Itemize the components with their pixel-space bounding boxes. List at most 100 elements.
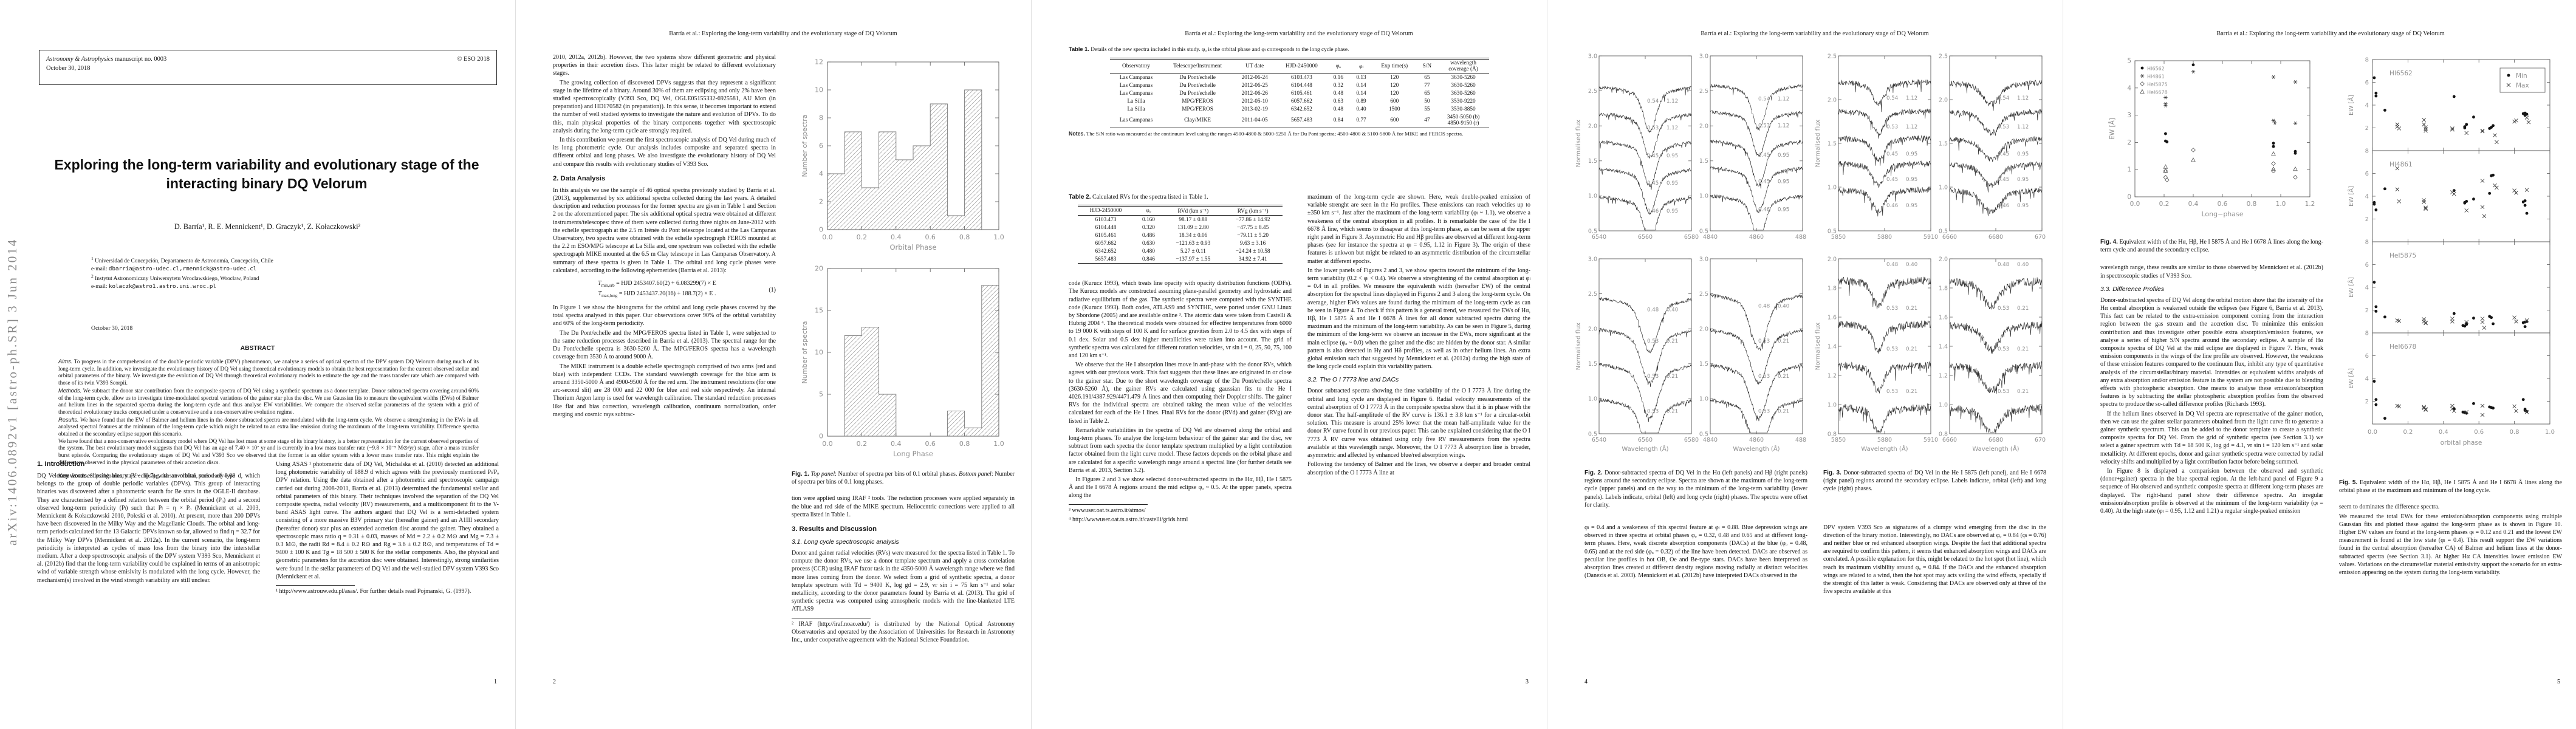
table-cell: 0.160 [1142, 216, 1155, 223]
table-cell: MPG/FEROS [1182, 106, 1213, 113]
table-cell: 2012-06-24 [1241, 75, 1268, 81]
table-cell: 0.630 [1142, 240, 1155, 247]
svg-text:0.5: 0.5 [1699, 431, 1708, 437]
table-cell: 0.40 [1356, 106, 1366, 113]
svg-text:0.8: 0.8 [1939, 431, 1948, 437]
paragraph: Donor-substracted spectra of DQ Vel alon… [2100, 296, 2323, 408]
table-cell: 65 [1424, 91, 1430, 97]
svg-text:0.21: 0.21 [1906, 346, 1917, 352]
table-cell: 98.17 ± 0.88 [1179, 216, 1208, 223]
svg-text:1.8: 1.8 [1828, 285, 1837, 292]
table-row: Las Campanas Du Pont/echelle 2012-06-26 610… [1110, 90, 1488, 98]
svg-text:0.53: 0.53 [1647, 125, 1659, 131]
svg-text:0.40: 0.40 [1906, 262, 1917, 268]
table-cell: Du Pont/echelle [1179, 91, 1216, 97]
table-cell: 0.32 [1333, 83, 1343, 89]
svg-text:0.8: 0.8 [1828, 431, 1837, 437]
svg-text:5910: 5910 [1923, 437, 1938, 443]
paragraph: code (Kurucz 1993), which treats line op… [1069, 280, 1292, 360]
svg-text:4: 4 [2365, 376, 2368, 383]
svg-text:0.53: 0.53 [1647, 374, 1659, 380]
svg-text:0.5: 0.5 [1939, 228, 1948, 234]
svg-text:6660: 6660 [1942, 437, 1957, 443]
table-cell: 34.92 ± 7.41 [1238, 256, 1267, 262]
svg-text:0.21: 0.21 [2017, 389, 2029, 395]
svg-text:3.0: 3.0 [1588, 53, 1597, 60]
svg-text:2: 2 [819, 198, 823, 206]
table-cell: Du Pont/echelle [1179, 75, 1216, 81]
svg-text:2: 2 [2365, 307, 2368, 314]
svg-text:1.0: 1.0 [1939, 184, 1948, 191]
svg-text:0.45: 0.45 [1647, 153, 1659, 159]
svg-text:0.53: 0.53 [1758, 338, 1770, 344]
table-cell: 120 [1390, 75, 1399, 81]
paragraph: Donor subtracted spectra showing the tim… [1307, 388, 1530, 459]
svg-text:0.54: 0.54 [1998, 95, 2009, 101]
svg-text:4: 4 [2365, 103, 2368, 109]
table-cell: 5657.483 [1291, 117, 1312, 124]
results-text: We have found that the EW of Balmer and … [58, 417, 479, 438]
svg-text:2: 2 [2127, 139, 2131, 146]
table-cell: 0.14 [1356, 83, 1366, 89]
section-3-1-heading: 3.1. Long cycle spectroscopic analysis [792, 539, 899, 546]
svg-text:4840: 4840 [1703, 234, 1718, 241]
svg-text:2.5: 2.5 [1828, 53, 1837, 60]
svg-text:HeI5875: HeI5875 [2147, 82, 2168, 87]
manuscript-header-box: Astronomy & Astrophysics manuscript no. … [39, 50, 497, 85]
page-number: 1 [494, 679, 497, 685]
svg-text:2.5: 2.5 [1699, 88, 1708, 95]
table-cell: 600 [1390, 117, 1399, 124]
table-cell: 50 [1424, 98, 1430, 105]
svg-text:0.53: 0.53 [1998, 306, 2009, 312]
svg-text:4840: 4840 [1703, 437, 1718, 443]
svg-text:2.0: 2.0 [1699, 326, 1708, 333]
affiliation-1: Universidad de Concepción, Departamento … [95, 258, 273, 265]
svg-text:8: 8 [2365, 330, 2368, 337]
svg-text:2.0: 2.0 [1828, 256, 1837, 262]
table-cell: 2011-04-05 [1241, 117, 1268, 124]
svg-text:15: 15 [815, 307, 823, 315]
svg-text:4: 4 [2365, 285, 2368, 292]
svg-text:2: 2 [2365, 399, 2368, 405]
table-cell: 0.63 [1333, 98, 1343, 105]
svg-text:4: 4 [2127, 84, 2131, 92]
page3-left-column: Table 2. Calculated RVs for the spectra … [1069, 194, 1292, 523]
table-cell: 0.13 [1356, 75, 1366, 81]
svg-text:1.0: 1.0 [993, 233, 1004, 241]
table-row: La Silla MPG/FEROS 2012-05-10 6057.662 0.63 0… [1110, 98, 1488, 106]
table-cell: 120 [1390, 83, 1399, 89]
authors-line: D. Barría¹, R. E. Mennickent¹, D. Graczy… [174, 222, 361, 231]
table-row: 6103.473 0.160 98.17 ± 0.88 −77.86 ± 14.92 [1078, 216, 1283, 224]
table-cell: Las Campanas [1119, 117, 1153, 124]
svg-text:0.45: 0.45 [1758, 179, 1770, 185]
svg-text:0.45: 0.45 [1998, 177, 2009, 183]
table-cell: 0.77 [1356, 117, 1366, 124]
footnote-rule [276, 585, 355, 586]
paragraph: DPV system V393 Sco as signatures of a c… [1823, 524, 2046, 595]
table-cell: Las Campanas [1119, 83, 1153, 89]
svg-text:0: 0 [2127, 194, 2131, 201]
svg-text:1.0: 1.0 [1939, 402, 1948, 408]
table-cell: 2012-06-25 [1241, 83, 1268, 89]
svg-text:0.2: 0.2 [856, 233, 867, 241]
svg-text:Normalised flux: Normalised flux [1575, 120, 1582, 167]
footnote-4: ⁴ http://wwwuser.oat.ts.astro.it/castell… [1069, 516, 1188, 523]
svg-text:12: 12 [815, 58, 823, 66]
table-cell: 6104.448 [1291, 83, 1312, 89]
svg-text:0.2: 0.2 [856, 440, 867, 448]
svg-text:0.54: 0.54 [1758, 97, 1770, 103]
abstract-label: ABSTRACT [240, 345, 275, 352]
table-cell: 5.27 ± 0.11 [1180, 248, 1206, 255]
svg-text:0.0: 0.0 [822, 233, 833, 241]
page1-left-column: 1. Introduction DQ Velorum is an eclipsi… [37, 460, 260, 597]
table-header-cell: RVg (km s⁻¹) [1237, 208, 1269, 214]
figure-4-caption-label: Fig. 4. [2100, 239, 2118, 245]
svg-text:2.0: 2.0 [1828, 97, 1837, 103]
svg-text:0.48: 0.48 [1647, 307, 1659, 313]
svg-text:1.0: 1.0 [1828, 402, 1837, 408]
svg-text:0.21: 0.21 [1778, 408, 1789, 414]
page-2: Barría et al.: Exploring the long-term v… [515, 0, 1031, 729]
svg-text:0.95: 0.95 [2017, 151, 2029, 157]
table-cell: Las Campanas [1119, 75, 1153, 81]
svg-text:0.53: 0.53 [1998, 125, 2009, 131]
